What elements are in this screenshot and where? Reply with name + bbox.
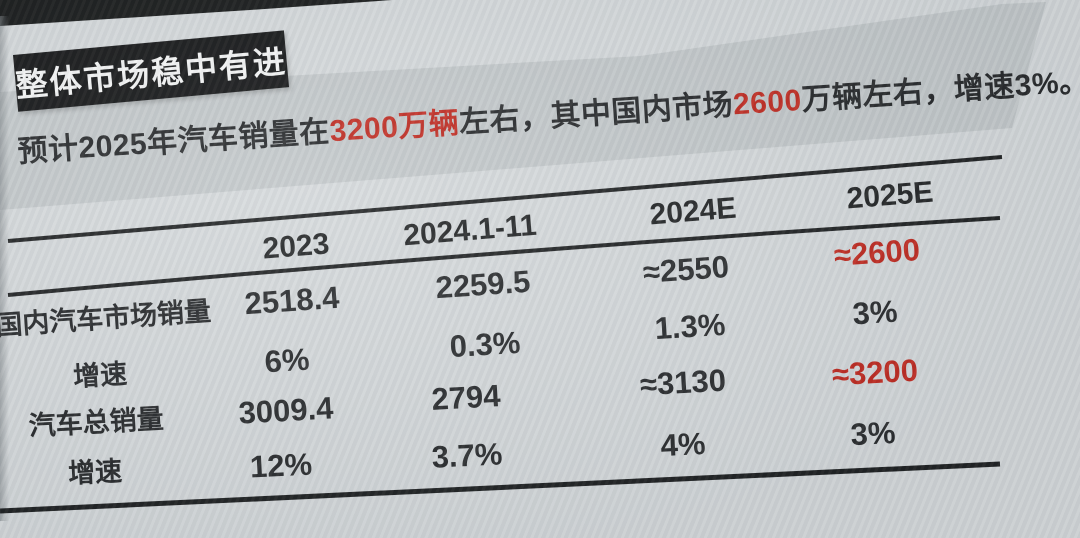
col-header-2023: 2023	[261, 227, 331, 266]
cell-domestic-2025e-highlight: ≈2600	[832, 232, 922, 273]
row-label-domestic-growth: 增速	[72, 358, 129, 393]
cell-total-growth-2024e: 4%	[659, 425, 707, 464]
subtitle-highlight-2600: 2600	[732, 83, 803, 122]
cell-total-growth-2024-1-11: 3.7%	[430, 436, 504, 475]
cell-domestic-2023: 2518.4	[243, 279, 341, 322]
col-header-2025e: 2025E	[845, 175, 935, 216]
cell-total-2025e-highlight: ≈3200	[831, 352, 919, 393]
screen-edge-left-shade	[0, 16, 9, 521]
cell-domestic-growth-2024e: 1.3%	[653, 306, 727, 347]
table-rule-top	[7, 155, 1003, 243]
cell-domestic-2024-1-11: 2259.5	[434, 263, 532, 306]
cell-total-growth-2025e: 3%	[849, 414, 897, 453]
cell-domestic-growth-2025e: 3%	[851, 293, 899, 332]
row-label-total-sales: 汽车总销量	[27, 403, 165, 442]
table-rule-bottom	[0, 461, 1001, 514]
cell-domestic-2024e: ≈2550	[641, 249, 731, 290]
cell-total-growth-2023: 12%	[249, 446, 313, 485]
cell-total-2023: 3009.4	[237, 390, 335, 431]
cell-total-2024-1-11: 2794	[430, 378, 502, 417]
cell-domestic-growth-2023: 6%	[263, 341, 311, 380]
subtitle-highlight-3200: 3200万辆	[328, 106, 461, 149]
cell-domestic-growth-2024-1-11: 0.3%	[448, 324, 522, 365]
col-header-2024e: 2024E	[648, 191, 738, 232]
row-label-total-growth: 增速	[67, 456, 123, 489]
table-rule-header	[7, 216, 1001, 297]
cell-total-2024e: ≈3130	[639, 362, 727, 403]
